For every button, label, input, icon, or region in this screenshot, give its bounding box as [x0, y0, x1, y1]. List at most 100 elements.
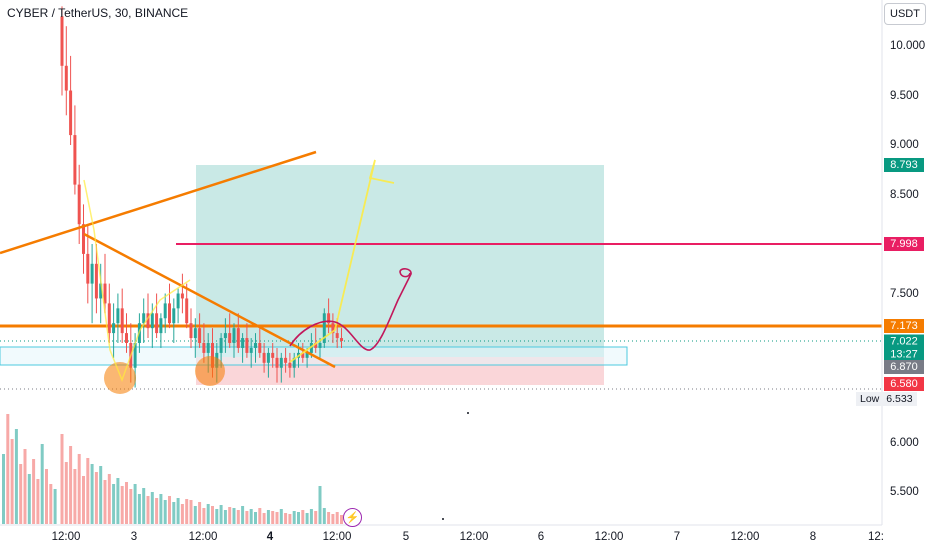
stray-dot	[467, 412, 469, 414]
volume-bar	[125, 482, 128, 524]
volume-bar	[211, 506, 214, 524]
candle	[327, 298, 331, 334]
symbol-title[interactable]: CYBER / TetherUS, 30, BINANCE	[7, 6, 189, 20]
price-tick-label: 6.000	[890, 437, 919, 449]
currency-button[interactable]: USDT	[884, 3, 926, 25]
candle	[232, 323, 236, 358]
candle	[120, 288, 124, 343]
bullish-projection-path[interactable]	[289, 159, 395, 363]
volume-bar	[2, 454, 5, 524]
candle	[99, 263, 103, 324]
candle	[94, 244, 98, 314]
volume-bar	[10, 439, 14, 524]
candle	[236, 313, 240, 353]
flash-icon[interactable]: ⚡	[343, 508, 362, 527]
volume-bar	[90, 464, 94, 524]
volume-bar	[228, 507, 232, 524]
time-tick-label: 12:	[868, 531, 884, 543]
price-tick-label: 7.500	[890, 288, 919, 300]
volume-bar	[193, 506, 197, 524]
candle	[254, 333, 257, 363]
volume-bar	[120, 486, 124, 524]
candle	[228, 313, 232, 348]
volume-bar	[60, 434, 64, 524]
position-profit-zone[interactable]	[196, 165, 604, 357]
volume-bar	[112, 484, 116, 524]
volume-bar	[206, 504, 210, 524]
volume-bar	[150, 492, 154, 524]
volume-bar	[314, 511, 318, 524]
swing-low-marker-1[interactable]	[104, 362, 136, 394]
time-tick-label: 12:00	[730, 531, 760, 543]
volume-bars	[2, 414, 343, 524]
volume-bar	[14, 429, 18, 524]
candle	[193, 318, 197, 358]
candle	[163, 293, 167, 334]
candle	[262, 343, 266, 373]
time-tick-label: 7	[673, 531, 681, 543]
volume-bar	[249, 509, 253, 524]
volume-bar	[223, 510, 227, 524]
volume-bar	[219, 505, 223, 524]
rising-trendline[interactable]	[0, 150, 317, 255]
candle	[322, 308, 326, 348]
candle	[69, 55, 73, 145]
volume-bar	[99, 466, 103, 524]
volume-bar	[94, 472, 98, 524]
yellow-scribble-left[interactable]	[83, 179, 191, 383]
time-tick-label: 8	[809, 531, 817, 543]
volume-bar	[254, 512, 257, 524]
falling-trendline[interactable]	[83, 232, 336, 369]
price-tag: 8.793	[884, 158, 924, 172]
volume-bar	[73, 469, 77, 524]
volume-bar	[297, 512, 300, 524]
low-label-text: Low	[860, 393, 880, 405]
volume-bar	[309, 509, 313, 524]
volume-bar	[198, 502, 202, 524]
volume-bar	[327, 512, 331, 524]
volume-bar	[172, 502, 176, 524]
candle	[271, 343, 275, 368]
time-tick-label: 3	[130, 531, 138, 543]
candle	[142, 298, 146, 343]
candle	[314, 328, 318, 353]
time-tick-label: 6	[537, 531, 545, 543]
volume-bar	[36, 479, 40, 524]
time-tick-label: 12:00	[594, 531, 624, 543]
candle	[90, 244, 94, 324]
swing-low-marker-2[interactable]	[195, 356, 225, 386]
volume-bar	[49, 484, 53, 524]
candle	[223, 318, 227, 353]
hand-drawn-forecast[interactable]	[289, 268, 412, 351]
volume-bar	[215, 509, 219, 524]
volume-bar	[236, 510, 240, 524]
low-label-value: 6.533	[886, 393, 913, 405]
candle	[82, 204, 85, 274]
volume-bar	[23, 449, 27, 524]
candle	[176, 288, 180, 324]
candle	[288, 352, 292, 378]
price-tick-label: 9.500	[890, 90, 919, 102]
volume-bar	[180, 504, 184, 524]
volume-bar	[77, 454, 81, 524]
candle	[172, 298, 176, 343]
price-tag: 13:27	[884, 347, 924, 361]
time-tick-label: 12:00	[322, 531, 352, 543]
price-tag: 7.998	[884, 237, 924, 251]
volume-bar	[86, 458, 90, 524]
candle	[60, 6, 64, 96]
candle	[180, 273, 184, 314]
volume-bar	[258, 508, 262, 524]
volume-bar	[275, 512, 279, 524]
price-tag: 6.870	[884, 360, 924, 374]
candle	[266, 347, 270, 378]
candle	[155, 293, 159, 339]
volume-bar	[133, 484, 137, 524]
volume-bar	[241, 506, 245, 524]
volume-bar	[19, 464, 23, 524]
price-tick-label: 8.500	[890, 189, 919, 201]
candle	[77, 164, 81, 244]
volume-bar	[245, 511, 249, 524]
candle	[168, 283, 171, 329]
